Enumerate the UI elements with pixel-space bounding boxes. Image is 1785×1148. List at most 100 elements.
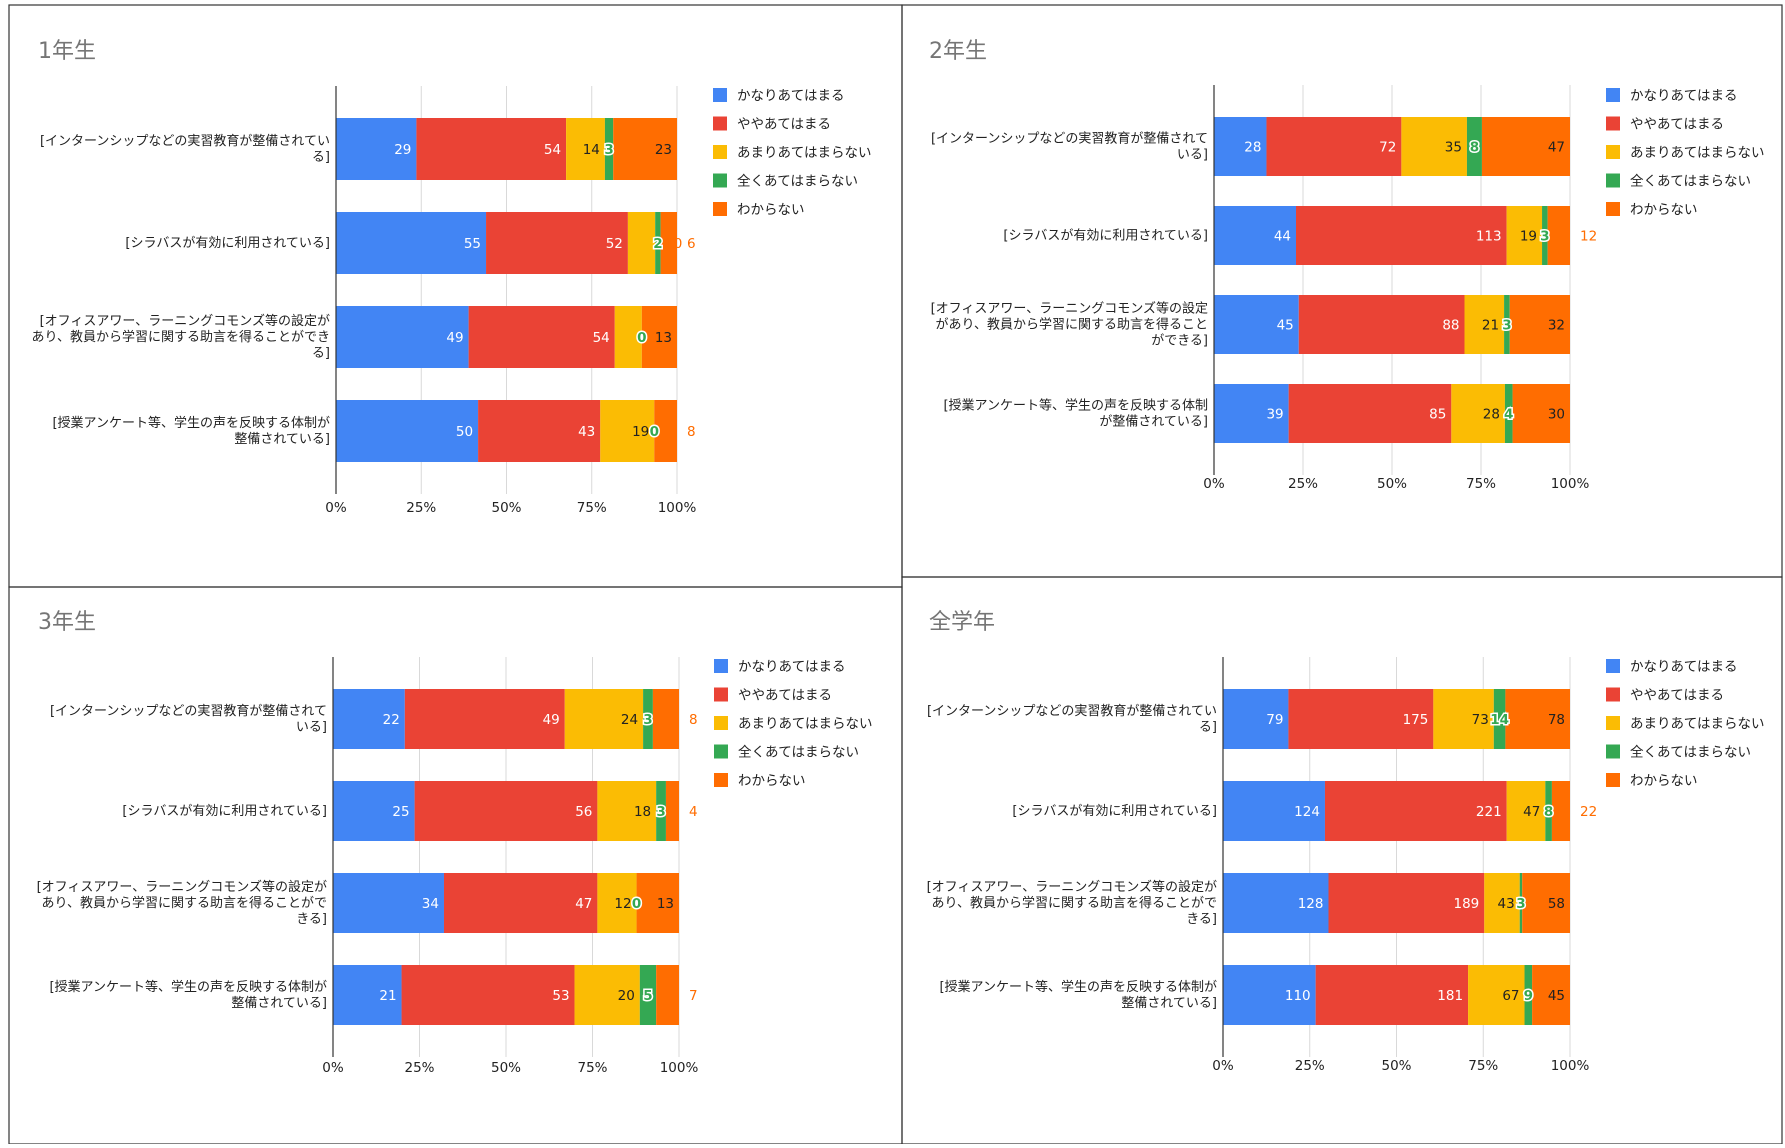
data-label: 21: [1482, 318, 1499, 334]
legend-label: あまりあてはまらない: [1630, 716, 1764, 732]
data-label: 28: [1483, 407, 1500, 423]
data-label: 43: [1498, 896, 1515, 912]
bar-segment: [1506, 206, 1543, 265]
legend-label: あまりあてはまらない: [738, 716, 872, 732]
legend-swatch: [713, 88, 727, 102]
data-label: 14: [583, 142, 600, 158]
bar-segment: [336, 118, 417, 180]
category-label: [オフィスアワー、ラーニングコモンズ等の設定があり、教員から学習に関する助言を得…: [927, 879, 1217, 927]
bar-segment: [655, 212, 661, 274]
x-tick-label: 100%: [660, 1060, 699, 1076]
chart-title: 1年生: [38, 39, 96, 64]
data-label: 8: [1470, 140, 1479, 156]
legend-label: 全くあてはまらない: [737, 173, 858, 190]
bar-segment: [333, 965, 402, 1025]
bar-segment: [1324, 781, 1507, 841]
data-label: 50: [456, 424, 473, 440]
legend-swatch: [713, 173, 727, 188]
bar-segment: [1315, 965, 1469, 1025]
bar-segment: [600, 400, 655, 462]
data-label: 52: [606, 236, 623, 252]
bar-segment: [1512, 384, 1570, 443]
bar-segment: [468, 306, 615, 368]
bar-segment: [486, 212, 628, 274]
bar-segment: [1223, 781, 1325, 841]
bar-segment: [1468, 965, 1525, 1025]
data-label: 221: [1476, 804, 1502, 820]
x-tick-label: 100%: [658, 500, 697, 516]
bar-segment: [564, 689, 644, 749]
data-label: 7: [689, 988, 698, 1004]
chart-panel-3: 3年生 0% 25% 50% 75% 100% 22 49 24 3 8 [インターンシップなどの実習…: [8, 586, 903, 1145]
data-label: 189: [1453, 896, 1479, 912]
bar-segment: [641, 306, 677, 368]
legend-label: ややあてはまる: [737, 117, 831, 133]
data-label: 8: [1544, 804, 1553, 820]
bar-segment: [652, 689, 679, 749]
bar-segment: [414, 781, 598, 841]
bar-segment: [1296, 206, 1507, 265]
bar-segment: [597, 873, 637, 933]
data-label: 24: [621, 712, 638, 728]
legend-label: ややあてはまる: [738, 688, 832, 704]
bar-segment: [1466, 117, 1482, 176]
bar-segment: [639, 965, 657, 1025]
bar-segment: [660, 212, 677, 274]
bar-segment: [566, 118, 605, 180]
x-tick-label: 50%: [1381, 1058, 1411, 1074]
category-label: [インターンシップなどの実習教育が整備されている]: [927, 703, 1217, 735]
data-label: 3: [656, 804, 665, 820]
chart-title: 全学年: [929, 610, 995, 635]
category-label: [授業アンケート等、学生の声を反映する体制が整備されている]: [943, 398, 1208, 430]
legend-label: わからない: [1630, 202, 1698, 218]
category-label: [オフィスアワー、ラーニングコモンズ等の設定があり、教員から学習に関する助言を得…: [37, 879, 327, 927]
bar-segment: [1464, 295, 1505, 354]
bar-segment: [1509, 295, 1570, 354]
data-label: 22: [383, 712, 400, 728]
bar-segment: [1493, 689, 1506, 749]
data-label: 85: [1429, 407, 1446, 423]
category-label: [オフィスアワー、ラーニングコモンズ等の設定があり、教員から学習に関する助言を得…: [931, 301, 1208, 349]
bar-segment: [1328, 873, 1485, 933]
data-label: 9: [1524, 988, 1533, 1004]
legend-label: あまりあてはまらない: [737, 145, 871, 161]
x-tick-label: 0%: [1212, 1058, 1234, 1074]
data-label: 2: [653, 236, 662, 252]
bar-segment: [1545, 781, 1552, 841]
chart-title: 3年生: [38, 610, 96, 635]
data-label: 8: [687, 424, 696, 440]
x-tick-label: 100%: [1551, 1058, 1590, 1074]
category-label: [授業アンケート等、学生の声を反映する体制が整備されている]: [939, 979, 1217, 1011]
data-label: 78: [1548, 712, 1565, 728]
data-label: 49: [446, 330, 463, 346]
data-label: 10: [652, 330, 669, 346]
bar-segment: [1214, 295, 1299, 354]
data-label: 32: [1548, 318, 1565, 334]
bar-segment: [1288, 384, 1452, 443]
legend-label: 全くあてはまらない: [1630, 744, 1751, 761]
data-label: 4: [689, 804, 698, 820]
bar-segment: [1451, 384, 1505, 443]
data-label: 5: [643, 988, 652, 1004]
data-label: 47: [1548, 140, 1565, 156]
bar-segment: [1542, 206, 1548, 265]
legend-swatch: [714, 773, 728, 787]
data-label: 13: [657, 896, 674, 912]
category-label: [シラバスが有効に利用されている]: [122, 804, 327, 819]
x-tick-label: 0%: [1203, 476, 1225, 492]
data-label: 73: [1472, 712, 1489, 728]
data-label: 0: [632, 896, 641, 912]
bar-segment: [1401, 117, 1467, 176]
data-label: 35: [1445, 140, 1462, 156]
data-label: 23: [655, 142, 672, 158]
bar-segment: [416, 118, 567, 180]
data-label: 53: [552, 988, 569, 1004]
bar-segment: [643, 689, 653, 749]
x-tick-label: 75%: [1466, 476, 1496, 492]
x-tick-label: 75%: [577, 1060, 607, 1076]
data-label: 13: [655, 330, 672, 346]
data-label: 72: [1379, 140, 1396, 156]
legend-label: 全くあてはまらない: [1630, 173, 1751, 190]
legend-swatch: [1606, 202, 1620, 216]
